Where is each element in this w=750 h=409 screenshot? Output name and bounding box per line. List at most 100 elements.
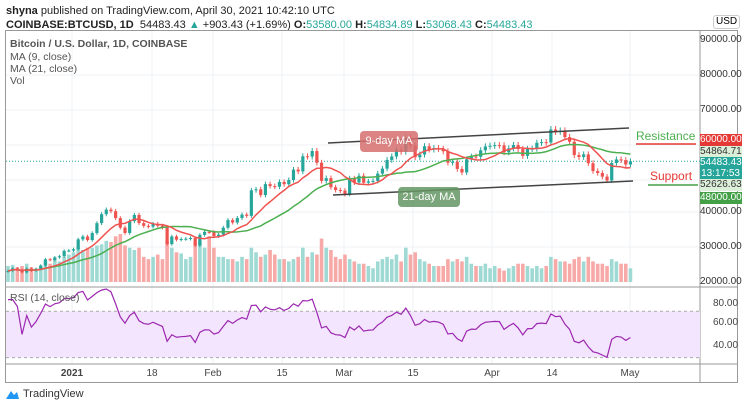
candle-body	[235, 217, 239, 223]
open-value: 53580.00	[306, 19, 353, 31]
volume-bar	[287, 261, 291, 282]
candle-body	[277, 181, 282, 187]
volume-bar	[343, 254, 347, 282]
close-label: C:	[475, 19, 487, 31]
candle-body	[446, 151, 450, 163]
candle-body	[71, 249, 76, 251]
volume-bar	[441, 266, 446, 282]
volume-bar	[258, 256, 263, 282]
candle-body	[109, 209, 113, 212]
volume-bar	[623, 263, 628, 282]
volume-bar	[366, 266, 371, 282]
volume-bar	[291, 259, 296, 282]
candle-body	[291, 169, 296, 180]
volume-bar	[455, 259, 460, 282]
candle-body	[95, 223, 99, 234]
volume-bar	[315, 254, 319, 282]
volume-bar	[240, 256, 244, 282]
candle-body	[287, 179, 291, 185]
candle-body	[85, 236, 90, 241]
candle-body	[525, 148, 530, 156]
volume-bar	[216, 256, 221, 282]
volume-bar	[118, 234, 123, 282]
candle-body	[217, 234, 221, 237]
volume-bar	[123, 245, 127, 282]
volume-bar	[628, 268, 633, 282]
candle-body	[170, 236, 174, 245]
candle-body	[394, 149, 399, 157]
candle-body	[553, 129, 558, 132]
volume-bar	[385, 256, 389, 282]
nine-day-ma-callout: 9-day MA	[360, 131, 418, 152]
volume-bar	[418, 259, 422, 282]
volume-bar	[544, 266, 548, 282]
volume-bar	[146, 259, 151, 282]
volume-bar	[329, 250, 333, 282]
volume-bar	[469, 263, 474, 282]
currency-button[interactable]: USD	[713, 15, 741, 29]
volume-bar	[371, 268, 375, 282]
candle-body	[385, 159, 389, 169]
volume-bar	[10, 264, 15, 282]
volume-bar	[141, 256, 146, 282]
candle-body	[100, 214, 104, 224]
volume-bar	[497, 268, 502, 282]
candle-body	[6, 270, 10, 272]
volume-bar	[511, 266, 516, 282]
volume-bar	[198, 240, 202, 282]
tradingview-logo[interactable]: TradingView	[4, 388, 84, 400]
time-tick: 15	[276, 368, 288, 379]
volume-bar	[338, 259, 343, 282]
tradingview-cloud-icon	[6, 391, 19, 399]
volume-bar	[464, 256, 469, 282]
candle-body	[188, 238, 193, 240]
candle-body	[427, 146, 431, 150]
volume-bar	[380, 259, 385, 282]
chart-frame[interactable]	[5, 30, 738, 383]
volume-bar	[15, 267, 20, 282]
volume-bar	[609, 259, 614, 282]
volume-bar	[535, 266, 539, 282]
publish-info: shyna published on TradingView.com, Apri…	[6, 5, 335, 17]
volume-bar	[244, 259, 249, 282]
candle-body	[249, 190, 253, 216]
volume-bar	[352, 261, 357, 282]
price-tick: 80000.00	[700, 69, 742, 80]
volume-bar	[99, 244, 104, 282]
candle-body	[493, 145, 497, 147]
volume-bar	[127, 247, 132, 282]
candle-body	[179, 239, 183, 241]
volume-bar	[558, 261, 563, 282]
publisher[interactable]: shyna	[6, 5, 38, 17]
ma9-line	[7, 137, 631, 272]
candle-body	[268, 184, 272, 187]
candle-body	[184, 238, 188, 240]
rsi-tick: 60.00	[713, 317, 739, 328]
rsi-band	[6, 311, 700, 358]
open-label: O:	[293, 19, 307, 31]
volume-bar	[394, 254, 399, 282]
candle-body	[366, 181, 370, 183]
candle-body	[549, 129, 553, 143]
candle-body	[502, 145, 506, 153]
price-tick: 40000.00	[700, 206, 742, 217]
candle-body	[469, 156, 473, 160]
candle-body	[142, 223, 146, 226]
time-tick: 14	[546, 368, 558, 379]
candle-body	[451, 161, 455, 163]
volume-bar	[427, 263, 431, 282]
candle-body	[305, 156, 310, 158]
candle-body	[619, 159, 623, 161]
volume-bar	[404, 247, 408, 282]
volume-bar	[95, 245, 99, 282]
volume-bar	[76, 247, 80, 282]
volume-bar	[567, 263, 572, 282]
volume-bar	[272, 254, 277, 282]
volume-bar	[375, 261, 380, 282]
change: +903.43 (+1.69%)	[202, 19, 291, 31]
candle-body	[348, 178, 352, 195]
price-tick: 90000.00	[700, 34, 742, 45]
volume-bar	[85, 247, 90, 282]
ma9-price-label: 52626.63	[700, 179, 742, 191]
